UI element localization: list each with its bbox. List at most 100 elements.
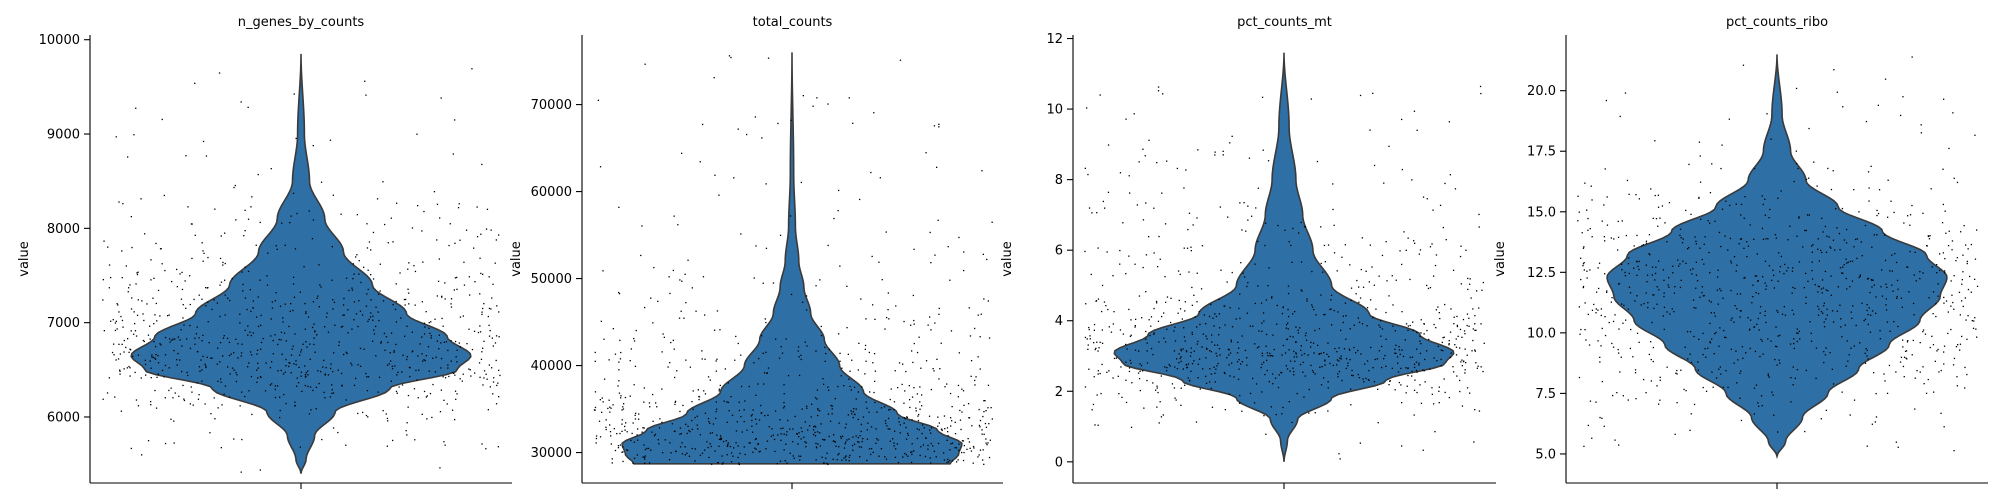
- data-point: [1873, 372, 1875, 374]
- data-point: [1595, 312, 1597, 314]
- data-point: [224, 314, 226, 316]
- data-point: [730, 56, 732, 59]
- data-point: [130, 447, 132, 450]
- data-point: [817, 409, 819, 411]
- data-point: [1196, 301, 1198, 303]
- data-point: [1219, 327, 1221, 329]
- data-point: [351, 289, 354, 291]
- data-point: [1153, 333, 1155, 335]
- data-point: [247, 334, 249, 336]
- data-point: [1406, 385, 1408, 387]
- data-point: [376, 198, 379, 200]
- data-point: [1142, 370, 1144, 372]
- data-point: [295, 360, 297, 362]
- data-point: [1888, 364, 1891, 367]
- y-tick-label: 70000: [531, 98, 572, 113]
- data-point: [1765, 288, 1767, 290]
- data-point: [423, 333, 426, 335]
- data-point: [776, 463, 778, 465]
- data-point: [755, 423, 758, 425]
- data-point: [1753, 387, 1756, 389]
- data-point: [887, 309, 889, 311]
- data-point: [1292, 336, 1294, 338]
- data-point: [1103, 301, 1106, 303]
- data-point: [1746, 241, 1748, 243]
- data-point: [735, 335, 737, 338]
- data-point: [979, 336, 981, 338]
- data-point: [704, 412, 707, 414]
- data-point: [971, 425, 973, 427]
- data-point: [624, 429, 626, 431]
- data-point: [1464, 372, 1466, 374]
- data-point: [1193, 360, 1195, 362]
- data-point: [1329, 362, 1331, 365]
- data-point: [1340, 358, 1342, 360]
- data-point: [122, 326, 124, 328]
- data-point: [204, 363, 206, 365]
- data-point: [1867, 313, 1869, 316]
- data-point: [1318, 328, 1321, 330]
- data-point: [1255, 383, 1258, 385]
- data-point: [1334, 347, 1336, 350]
- data-point: [1580, 257, 1582, 259]
- data-point: [933, 450, 936, 452]
- data-point: [280, 331, 283, 333]
- data-point: [772, 282, 775, 284]
- data-point: [874, 401, 876, 404]
- data-point: [1265, 345, 1267, 347]
- data-point: [1457, 335, 1459, 337]
- data-point: [1632, 356, 1634, 358]
- data-point: [275, 245, 277, 247]
- data-point: [1130, 426, 1133, 428]
- data-point: [1725, 336, 1727, 339]
- data-point: [491, 367, 493, 369]
- data-point: [1285, 324, 1288, 326]
- data-point: [399, 272, 401, 274]
- data-point: [968, 441, 971, 443]
- data-point: [367, 416, 369, 418]
- data-point: [119, 369, 121, 371]
- data-point: [875, 428, 877, 430]
- data-point: [421, 301, 423, 303]
- data-point: [861, 386, 863, 388]
- data-point: [986, 444, 988, 446]
- data-point: [1578, 211, 1580, 213]
- data-point: [768, 426, 770, 428]
- data-point: [456, 276, 458, 279]
- data-point: [334, 324, 336, 326]
- data-point: [1139, 370, 1141, 372]
- data-point: [846, 327, 848, 329]
- data-point: [1128, 367, 1131, 369]
- data-point: [949, 392, 952, 395]
- data-point: [934, 322, 936, 324]
- data-point: [1951, 249, 1953, 251]
- data-point: [1122, 333, 1124, 335]
- data-point: [1832, 321, 1835, 323]
- data-point: [1948, 147, 1950, 150]
- data-point: [935, 456, 937, 458]
- data-point: [1338, 347, 1340, 349]
- data-point: [1386, 280, 1388, 282]
- data-point: [755, 394, 757, 396]
- data-point: [833, 434, 835, 436]
- data-point: [300, 351, 302, 353]
- data-point: [1197, 377, 1199, 379]
- data-point: [1591, 437, 1593, 439]
- data-point: [853, 386, 856, 388]
- data-point: [855, 408, 857, 410]
- data-point: [1227, 216, 1229, 218]
- data-point: [267, 252, 269, 254]
- data-point: [709, 443, 711, 445]
- data-point: [781, 352, 784, 354]
- data-point: [280, 339, 282, 341]
- data-point: [1926, 245, 1928, 247]
- data-point: [823, 462, 825, 464]
- data-point: [1834, 249, 1836, 251]
- data-point: [1944, 272, 1946, 274]
- data-point: [806, 345, 808, 347]
- data-point: [353, 319, 355, 321]
- data-point: [652, 322, 654, 324]
- data-point: [694, 416, 696, 419]
- data-point: [1222, 154, 1224, 156]
- data-point: [1196, 272, 1198, 274]
